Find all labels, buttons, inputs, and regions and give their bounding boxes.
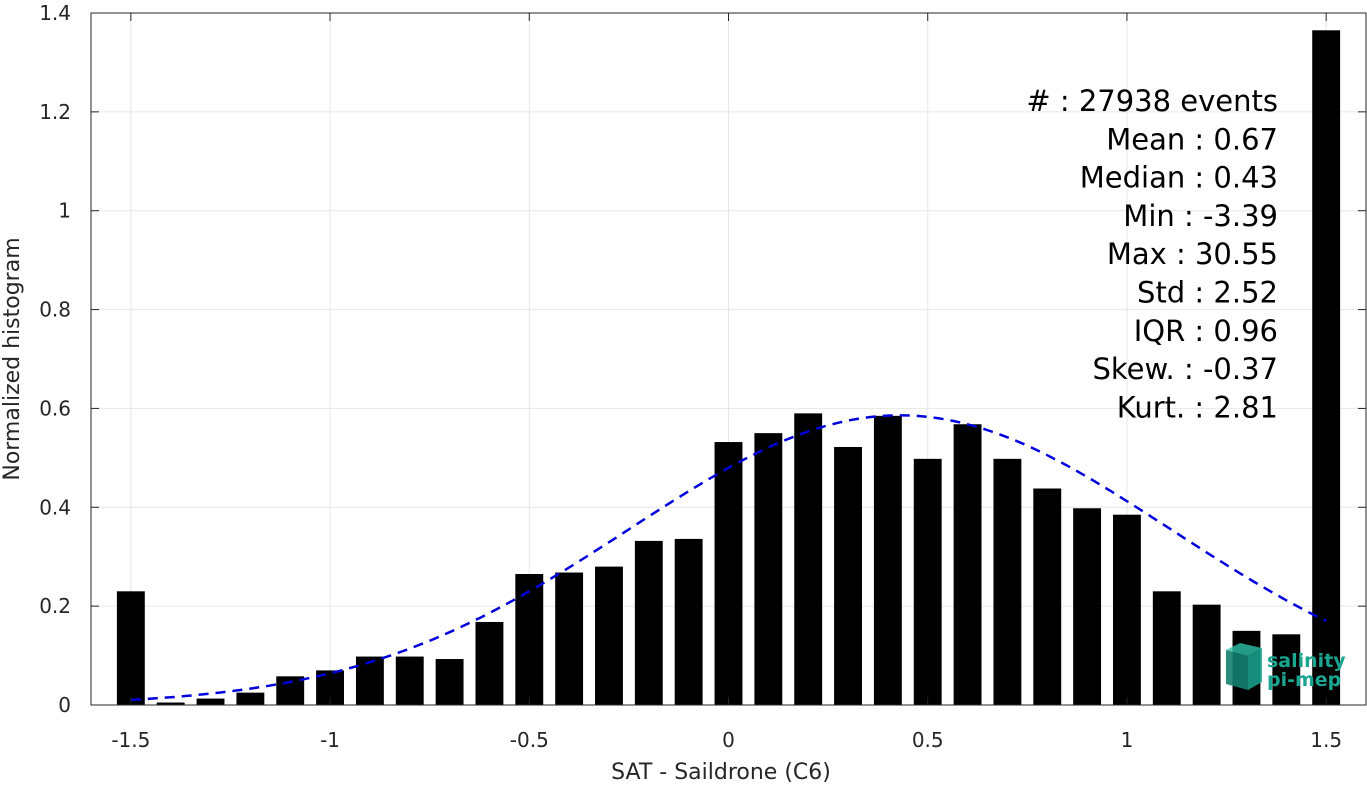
histogram-bar [1112,514,1141,705]
x-tick-label: 1.5 [1310,728,1342,752]
histogram-bar [913,458,942,705]
y-tick-label: 0 [58,693,71,717]
y-tick-label: 0.2 [39,594,71,618]
y-axis-title: Normalized histogram [0,237,25,480]
histogram-bar [714,442,743,705]
stats-line: Mean : 0.67 [1106,122,1278,156]
y-tick-label: 0.8 [39,298,71,322]
stats-line: Max : 30.55 [1107,237,1278,271]
logo-line-2: pi-mep [1267,669,1341,691]
histogram-bar [834,446,862,705]
histogram-bar [355,656,384,705]
histogram-bar [555,572,584,705]
y-tick-label: 0.4 [39,495,71,519]
histogram-bar [595,566,623,705]
y-tick-labels: 0 0.2 0.4 0.6 0.8 1 1.2 1.4 [39,1,71,717]
ticks [91,12,1366,706]
logo-line-1: salinity [1267,650,1346,672]
stats-line: # : 27938 events [1026,84,1278,118]
y-tick-label: 1.2 [39,100,71,124]
x-axis-title: SAT - Saildrone (C6) [611,760,831,785]
stats-line: Std : 2.52 [1137,276,1278,310]
y-tick-label: 1 [58,199,71,223]
x-tick-label: -1.5 [111,728,150,752]
x-tick-label: 0.5 [912,728,944,752]
histogram-bar [1152,591,1181,705]
y-tick-label: 0.6 [39,396,71,420]
histogram-bar [116,591,145,705]
stats-line: Median : 0.43 [1080,161,1278,195]
x-tick-label: -0.5 [510,728,549,752]
histogram-bar [475,621,504,705]
histogram-bar [873,415,902,705]
y-tick-label: 1.4 [39,1,71,25]
histogram-bar [236,692,265,705]
histogram-bar [435,659,464,705]
histogram-bar [674,538,703,705]
salinity-pi-mep-logo: salinity pi-mep [1226,643,1346,691]
cube-icon [1226,643,1262,690]
histogram-bar [1192,604,1221,705]
histogram-bar [993,458,1022,705]
histogram-bar [1033,488,1062,705]
bars [116,30,1341,706]
histogram-bar [156,702,185,705]
histogram-bar [1272,634,1301,705]
histogram-bar [196,698,225,705]
histogram-bar [1312,30,1341,706]
x-tick-labels: -1.5 -1 -0.5 0 0.5 1 1.5 [111,728,1342,752]
fit-curve [130,414,1327,702]
stats-line: Min : -3.39 [1123,199,1278,233]
histogram-bar [754,433,783,705]
stats-line: Kurt. : 2.81 [1117,390,1278,424]
histogram-bar [515,574,544,705]
histogram-bar [634,540,663,705]
histogram-bar [1073,508,1102,705]
x-tick-label: -1 [320,728,340,752]
x-tick-label: 0 [722,728,735,752]
stats-box: # : 27938 events Mean : 0.67 Median : 0.43… [1026,84,1278,424]
x-tick-label: 1 [1121,728,1134,752]
histogram-bar [395,656,424,705]
histogram-bar [794,413,823,705]
stats-line: Skew. : -0.37 [1092,352,1278,386]
stats-line: IQR : 0.96 [1134,314,1278,348]
histogram-bar [953,424,982,705]
